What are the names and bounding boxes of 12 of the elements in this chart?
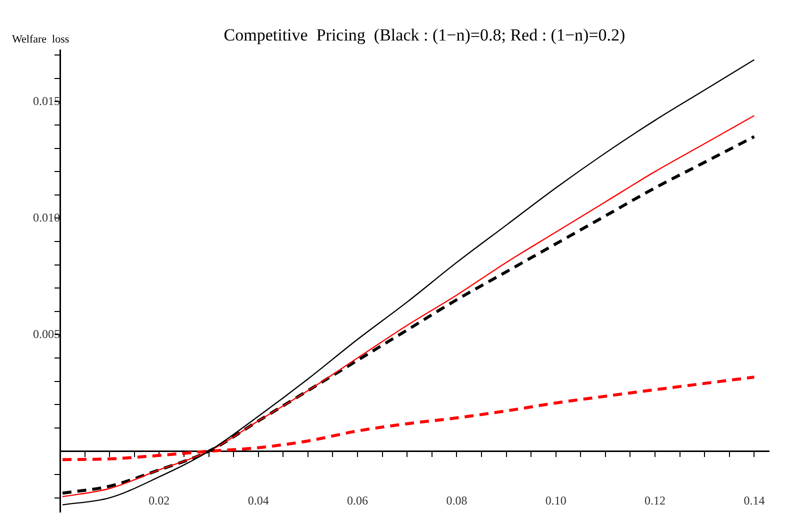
x-tick-label: 0.04 (248, 494, 269, 508)
y-axis-title: Welfare loss (12, 33, 70, 46)
chart-title: Competitive Pricing (Black : (1−n)=0.8; Red : (1−n)=0.2) (224, 26, 626, 45)
y-tick-label: 0.010 (33, 210, 60, 224)
x-tick-label: 0.06 (347, 494, 368, 508)
x-tick-label: 0.08 (446, 494, 468, 508)
x-tick-label: 0.02 (148, 494, 170, 508)
y-tick-label: 0.005 (33, 326, 60, 341)
x-tick-label: 0.12 (644, 494, 666, 508)
x-tick-label: 0.14 (744, 494, 765, 508)
x-tick-label: 0.10 (545, 494, 566, 508)
y-tick-label: 0.015 (33, 94, 60, 108)
